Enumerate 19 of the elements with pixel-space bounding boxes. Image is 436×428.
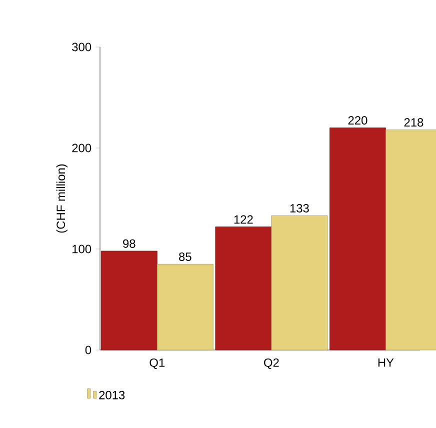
data-label: 122 <box>234 215 253 224</box>
y-tick-label: 200 <box>72 144 92 152</box>
bar <box>271 215 328 350</box>
x-tick-label: Q1 <box>150 358 165 370</box>
legend-label: 2013 <box>99 390 125 400</box>
x-tick-label: Q2 <box>264 358 279 370</box>
y-tick-label: 0 <box>85 346 92 354</box>
data-label: 133 <box>290 204 309 212</box>
bar <box>215 226 272 350</box>
x-tick-label: HY <box>378 358 394 367</box>
y-tick-label: 100 <box>72 244 92 254</box>
bar <box>100 250 158 350</box>
y-axis-title: (CHF million) <box>56 164 68 233</box>
bar <box>156 264 214 350</box>
y-tick-label: 300 <box>72 42 92 52</box>
data-label: 85 <box>179 252 192 261</box>
data-label: 98 <box>123 239 136 248</box>
data-label: 218 <box>404 118 424 127</box>
data-label: 220 <box>348 116 368 125</box>
